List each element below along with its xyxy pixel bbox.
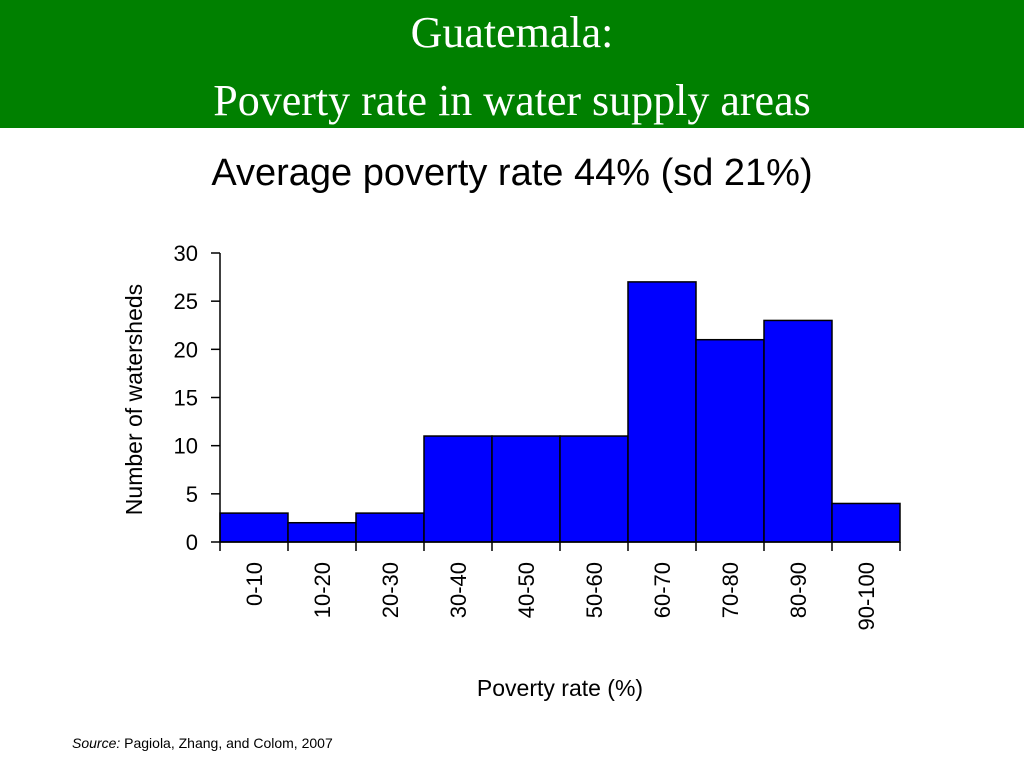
x-tick-label-60-70: 60-70 [650, 562, 675, 618]
bar-90-100 [831, 502, 901, 543]
y-tick-label-30: 30 [174, 241, 198, 266]
y-tick-label-15: 15 [174, 386, 198, 411]
y-tick-label-25: 25 [174, 289, 198, 314]
x-tick-label-20-30: 20-30 [378, 562, 403, 618]
slide-title-line-1: Guatemala: [410, 8, 614, 57]
y-axis-label: Number of watersheds [121, 284, 147, 515]
bar-50-60 [559, 435, 629, 543]
title-banner: Guatemala: Poverty rate in water supply … [0, 0, 1024, 128]
x-axis-label: Poverty rate (%) [477, 675, 643, 701]
y-tick-label-10: 10 [174, 434, 198, 459]
slide-title-line-2: Poverty rate in water supply areas [213, 76, 811, 125]
x-tick-label-30-40: 30-40 [446, 562, 471, 618]
bar-30-40 [423, 435, 493, 543]
chart-title: Average poverty rate 44% (sd 21%) [211, 152, 813, 194]
y-tick-label-0: 0 [186, 530, 198, 555]
source-label: Source: [72, 735, 121, 751]
histogram-chart: 0 5 10 15 20 25 30 0-10 10-20 20-30 30-40 40-50 50-6… [121, 241, 901, 701]
source-note: Source: Pagiola, Zhang, and Colom, 2007 [72, 735, 333, 751]
y-tick-label-5: 5 [186, 482, 198, 507]
bar-20-30 [355, 512, 425, 543]
x-tick-label-80-90: 80-90 [786, 562, 811, 618]
bar-60-70 [627, 281, 697, 543]
bar-80-90 [763, 319, 833, 543]
y-tick-label-20: 20 [174, 337, 198, 362]
source-text: Pagiola, Zhang, and Colom, 2007 [124, 735, 333, 751]
bar-0-10 [219, 512, 289, 543]
x-tick-label-10-20: 10-20 [310, 562, 335, 618]
bar-40-50 [491, 435, 561, 543]
bar-70-80 [695, 338, 765, 543]
bar-10-20 [287, 521, 357, 543]
x-tick-label-0-10: 0-10 [242, 562, 267, 606]
x-tick-label-40-50: 40-50 [514, 562, 539, 618]
x-tick-label-70-80: 70-80 [718, 562, 743, 618]
x-tick-label-50-60: 50-60 [582, 562, 607, 618]
x-tick-label-90-100: 90-100 [854, 562, 879, 631]
